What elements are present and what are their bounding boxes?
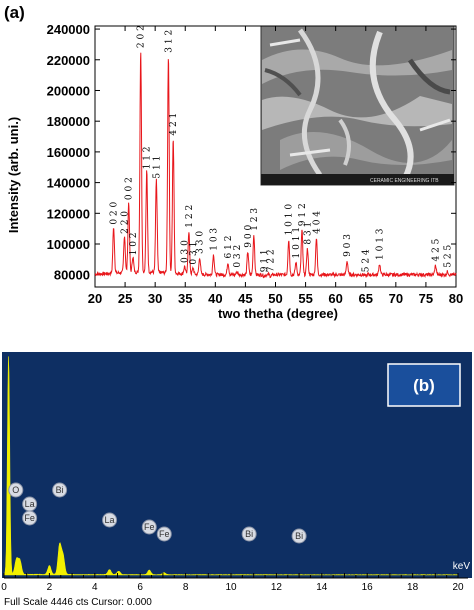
xrd-chart: (a) CERAMIC ENGINEERING ITB 20 25 30 35 40 45…: [4, 3, 464, 321]
hkl-label: 9 0 3: [343, 234, 353, 257]
element-marker: [52, 482, 68, 498]
element-label: Bi: [245, 529, 253, 539]
element-label: O: [12, 485, 19, 495]
y-tick-label: 240000: [47, 22, 90, 37]
hkl-label: 4 2 5: [432, 238, 442, 261]
hkl-label: 1 0 2: [129, 232, 139, 255]
element-marker: [141, 519, 157, 535]
hkl-label: 1 0 1 0: [285, 204, 295, 236]
element-label: La: [25, 499, 35, 509]
hkl-label: 0 3 2: [233, 245, 243, 268]
element-marker: [156, 526, 172, 542]
eds-tick-label: 6: [137, 582, 143, 593]
y-tick-label: 180000: [47, 114, 90, 129]
y-tick-label: 140000: [47, 176, 90, 191]
sem-caption: CERAMIC ENGINEERING ITB: [370, 178, 439, 184]
xrd-plot-area: 20 25 30 35 40 45 50 55 60 65 70 75 80 80000 100000 120…: [47, 22, 464, 306]
eds-tick-label: 10: [225, 582, 237, 593]
element-label: Fe: [24, 513, 35, 523]
eds-tick-label: 18: [407, 582, 419, 593]
element-marker: [22, 510, 38, 526]
hkl-label: 9 1 1: [260, 249, 270, 272]
hkl-label: 1 0 1 1: [292, 227, 302, 259]
hkl-label: 1 0 3: [210, 228, 220, 251]
x-tick-label: 40: [208, 291, 222, 306]
y-tick-label: 100000: [47, 237, 90, 252]
x-tick-label: 25: [118, 291, 132, 306]
hkl-label: 3 3 0: [196, 231, 206, 254]
hkl-label: 9 0 0: [244, 225, 254, 248]
hkl-label: 5 2 4: [362, 249, 372, 272]
hkl-label: 5 2 5: [444, 244, 454, 267]
element-marker: [8, 482, 24, 498]
hkl-label: 0 2 0: [110, 201, 120, 224]
eds-tick-label: 4: [92, 582, 98, 593]
hkl-label: 0 0 2: [125, 177, 135, 200]
xrd-series-line: [94, 52, 457, 279]
element-marker: [241, 526, 257, 542]
hkl-label: 3 1 2: [164, 30, 174, 53]
hkl-label: 9 1 2: [298, 203, 308, 226]
panel-b-label: (b): [413, 376, 435, 395]
hkl-label: 5 1 1: [152, 156, 162, 179]
element-label: Fe: [159, 529, 170, 539]
eds-tick-label: 16: [362, 582, 374, 593]
element-marker: [291, 528, 307, 544]
x-tick-label: 30: [148, 291, 162, 306]
eds-chart: (b) O La Fe Bi La Fe Fe Bi Bi 0 2 4 6 8 10 12 14 16 18 20 k…: [0, 350, 474, 610]
eds-tick-label: 0: [1, 582, 7, 593]
hkl-label: 1 1 2: [143, 146, 153, 169]
eds-tick-label: 2: [47, 582, 53, 593]
hkl-label: 1 2 2: [185, 205, 195, 228]
hkl-label: 0 3 1: [189, 242, 199, 265]
eds-unit-label: keV: [453, 561, 471, 572]
xrd-xlabel: two thetha (degree): [218, 306, 338, 321]
hkl-label: 2 0 2: [137, 25, 147, 48]
hkl-label: 2 2 0: [120, 211, 130, 234]
hkl-label: 4 2 1: [169, 113, 179, 136]
x-tick-label: 45: [238, 291, 252, 306]
eds-plot-area: O La Fe Bi La Fe Fe Bi Bi 0 2 4 6 8 10 12 14 16 18 20: [1, 356, 472, 593]
element-label: Bi: [56, 485, 64, 495]
hkl-label: 1 2 3: [250, 208, 260, 231]
x-tick-label: 65: [359, 291, 373, 306]
eds-tick-label: 20: [452, 582, 464, 593]
x-tick-label: 35: [178, 291, 192, 306]
eds-tick-label: 14: [316, 582, 328, 593]
xrd-ylabel: Intensity (arb. uni.): [6, 117, 21, 233]
y-tick-label: 80000: [54, 268, 90, 283]
element-label: La: [105, 515, 115, 525]
x-tick-label: 75: [419, 291, 433, 306]
hkl-label: 4 0 4: [312, 211, 322, 234]
x-tick-label: 70: [389, 291, 403, 306]
hkl-label: 6 1 2: [224, 236, 234, 259]
element-label: Bi: [295, 531, 303, 541]
hkl-label: 1 0 1 3: [376, 228, 386, 260]
sem-inset-image: CERAMIC ENGINEERING ITB: [260, 25, 455, 186]
eds-tick-label: 12: [271, 582, 283, 593]
eds-tick-label: 8: [183, 582, 189, 593]
y-tick-label: 200000: [47, 83, 90, 98]
y-tick-label: 120000: [47, 206, 90, 221]
x-tick-label: 50: [268, 291, 282, 306]
hkl-label: 8 3 1: [303, 222, 313, 245]
y-tick-label: 160000: [47, 145, 90, 160]
x-tick-label: 80: [449, 291, 463, 306]
x-tick-label: 55: [298, 291, 312, 306]
eds-axis-strip: [2, 578, 472, 592]
element-marker: [102, 512, 118, 528]
hkl-label: 7 2 2: [267, 249, 277, 272]
eds-status-bar: Full Scale 4446 cts Cursor: 0.000: [4, 597, 152, 608]
panel-a-label: (a): [4, 3, 25, 22]
x-tick-label: 20: [88, 291, 102, 306]
y-tick-label: 220000: [47, 53, 90, 68]
x-tick-label: 60: [328, 291, 342, 306]
hkl-label: 0 3 0: [181, 240, 191, 263]
element-label: Fe: [144, 522, 155, 532]
panel-b-label-box: (b): [387, 363, 461, 407]
